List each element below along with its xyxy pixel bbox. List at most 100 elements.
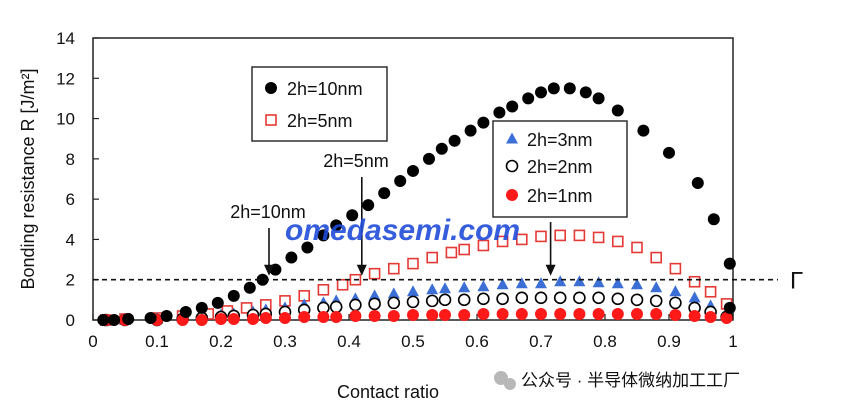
data-point <box>387 309 400 322</box>
data-point <box>535 230 547 243</box>
data-point <box>215 312 227 325</box>
data-point <box>317 310 330 323</box>
data-point <box>435 142 448 155</box>
data-point <box>439 308 451 321</box>
legend-marker <box>506 132 518 144</box>
data-point <box>496 292 509 306</box>
data-point <box>553 291 567 305</box>
data-point <box>691 177 704 190</box>
x-tick-label: 0.5 <box>401 332 425 351</box>
data-point <box>669 285 682 297</box>
data-point <box>298 310 311 323</box>
data-point <box>243 281 256 294</box>
data-point <box>387 296 401 310</box>
data-point <box>669 296 682 310</box>
y-tick-label: 0 <box>66 311 75 330</box>
data-point <box>477 307 490 320</box>
data-point <box>723 301 736 314</box>
data-point <box>144 311 157 324</box>
axes-group: 0 0.1 0.2 0.3 0.4 0.5 0.6 0.7 0.8 0.9 102468101214… <box>18 29 738 402</box>
y-tick-label: 4 <box>66 230 75 249</box>
annotations-group: 2h=10nm 2h=5nm <box>230 151 556 276</box>
data-point <box>592 276 605 288</box>
y-tick-label: 8 <box>66 150 75 169</box>
data-point <box>464 124 477 137</box>
data-point <box>378 187 391 200</box>
data-point <box>227 289 240 302</box>
data-point <box>407 164 419 177</box>
data-point <box>279 311 291 324</box>
data-point <box>97 314 110 326</box>
x-tick-label: 0.2 <box>209 332 233 351</box>
annotation-arrow-head <box>264 264 274 276</box>
data-point <box>330 219 343 232</box>
x-tick-label: 1 <box>728 332 737 351</box>
y-tick-label: 14 <box>56 29 75 48</box>
data-point <box>707 213 720 226</box>
legend-marker <box>265 82 277 94</box>
data-point <box>515 233 528 246</box>
data-point <box>349 298 362 312</box>
x-tick-label: 0.3 <box>273 332 297 351</box>
data-point <box>669 308 682 321</box>
legend-label: 2h=3nm <box>527 130 593 150</box>
legend-label: 2h=2nm <box>527 157 593 177</box>
annotation-arrow-head <box>545 264 556 276</box>
data-point <box>611 307 624 320</box>
x-tick-label: 0.9 <box>657 332 681 351</box>
y-tick-label: 12 <box>56 69 75 88</box>
data-point <box>457 293 471 307</box>
data-point <box>688 309 701 322</box>
data-point <box>669 262 682 275</box>
data-point <box>426 308 439 321</box>
data-point <box>579 86 592 99</box>
gamma-group: Γ <box>93 268 803 295</box>
data-point <box>227 312 240 325</box>
data-point <box>122 312 135 325</box>
data-point <box>387 262 400 275</box>
data-point <box>515 277 528 289</box>
legend-group: 2h=10nm 2h=5nm 2h=3nm 2h=2nm 2h=1nm <box>251 66 628 218</box>
data-point <box>349 309 362 322</box>
gamma-label: Γ <box>790 268 803 295</box>
watermark-text: omedasemi.com <box>285 214 520 247</box>
data-point <box>195 301 208 314</box>
data-point <box>477 239 490 252</box>
series-group <box>97 82 736 327</box>
wechat-icon <box>504 378 516 390</box>
data-point <box>535 307 547 320</box>
data-point <box>493 106 506 119</box>
data-point <box>720 311 733 324</box>
series-2h-10nm <box>97 82 736 326</box>
data-point <box>563 82 576 95</box>
annotation-label: 2h=5nm <box>323 151 389 171</box>
y-tick-label: 6 <box>66 190 75 209</box>
data-point <box>649 294 663 308</box>
data-point <box>329 300 343 314</box>
data-point <box>394 175 407 188</box>
data-point <box>256 273 269 286</box>
legend-marker <box>506 189 518 201</box>
x-tick-label: 0.6 <box>465 332 489 351</box>
data-point <box>406 295 420 309</box>
data-point <box>704 285 717 298</box>
x-tick-label: 0 <box>88 332 97 351</box>
data-point <box>426 251 439 264</box>
data-point <box>631 278 643 290</box>
data-point <box>426 283 439 295</box>
data-point <box>195 314 208 326</box>
data-point <box>448 134 461 147</box>
data-point <box>515 307 528 320</box>
overlay-group: omedasemi.com 公众号 · 半导体微纳加工工厂 <box>285 214 740 390</box>
data-point <box>573 229 586 242</box>
data-point <box>573 291 586 305</box>
data-point <box>439 282 451 294</box>
data-point <box>160 309 173 322</box>
data-point <box>317 283 330 296</box>
data-point <box>611 292 625 306</box>
footer: 公众号 · 半导体微纳加工工厂 <box>494 371 740 390</box>
legend-box-left <box>251 66 388 142</box>
data-point <box>346 209 359 222</box>
data-point <box>534 291 548 305</box>
